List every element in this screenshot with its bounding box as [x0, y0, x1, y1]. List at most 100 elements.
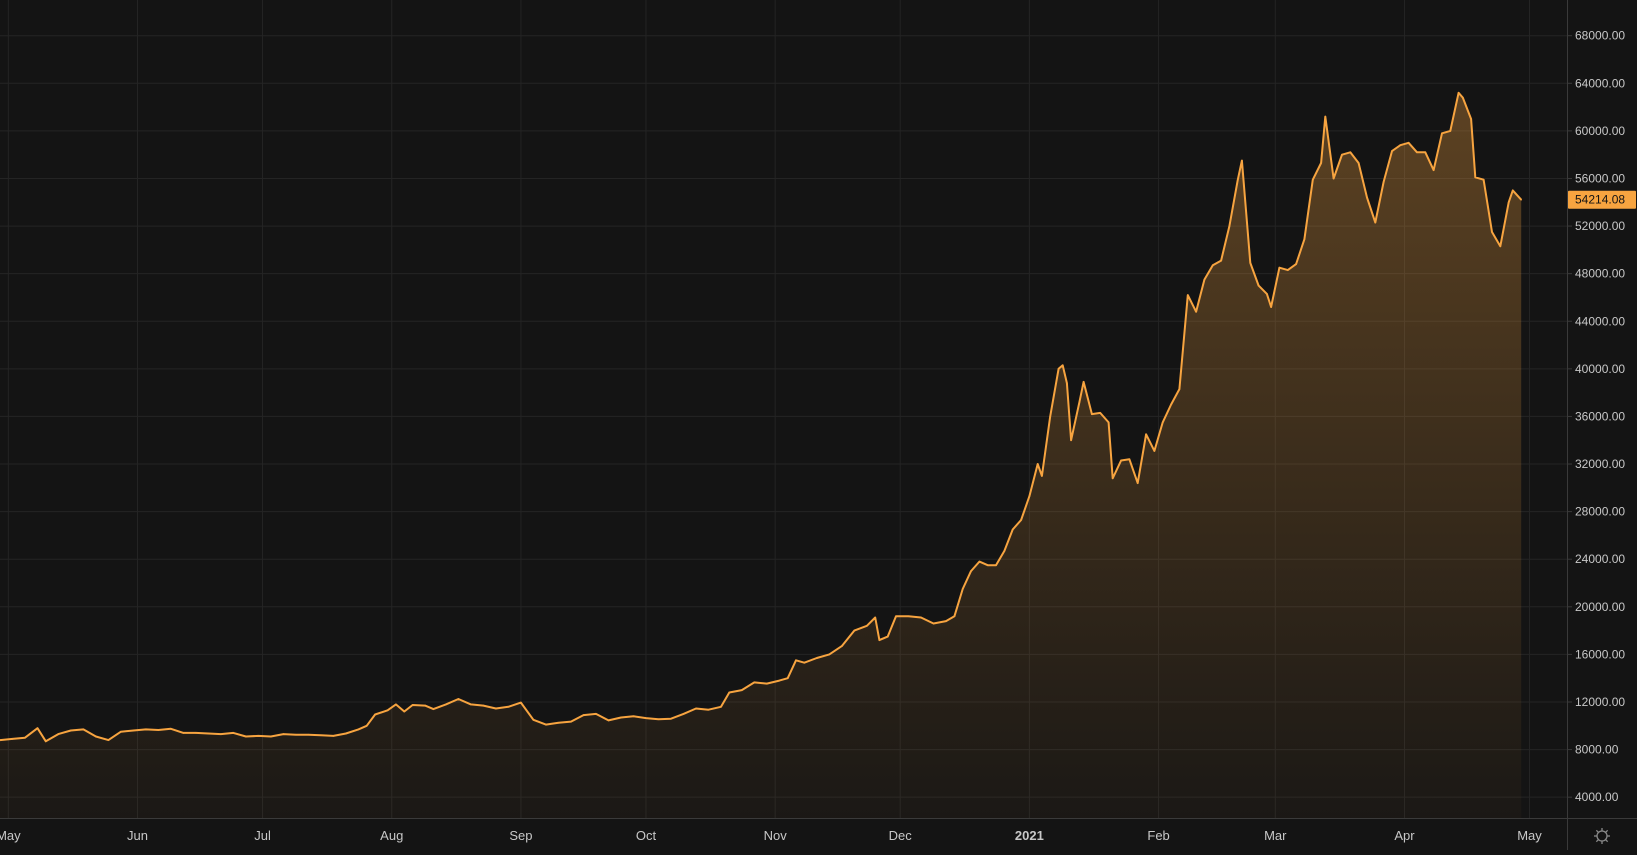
- series-point: [1270, 306, 1272, 308]
- series-point: [495, 707, 497, 710]
- series-point: [1082, 381, 1085, 383]
- series-point: [57, 733, 60, 735]
- series-point: [320, 734, 322, 737]
- series-point: [424, 704, 426, 707]
- series-point: [95, 735, 97, 738]
- series-point: [1520, 198, 1522, 201]
- series-point: [1011, 528, 1014, 531]
- series-point: [1203, 278, 1206, 281]
- series-point: [1120, 459, 1122, 462]
- y-tick-label: 36000.00: [1575, 409, 1625, 423]
- series-point: [332, 735, 335, 737]
- x-tick-label: May: [0, 828, 21, 843]
- series-point: [1266, 293, 1268, 295]
- series-point: [1441, 132, 1443, 135]
- series-point: [1374, 221, 1377, 224]
- y-axis-ticks[interactable]: 4000.00 8000.00 12000.00 16000.00 20000.00 24…: [1567, 29, 1625, 804]
- series-point: [1449, 130, 1452, 132]
- x-axis-ticks[interactable]: May Jun Jul Aug Sep Oct Nov Dec 2021 Feb Mar Apr May: [0, 828, 1542, 843]
- series-point: [1228, 225, 1231, 227]
- x-tick-label: Jun: [127, 828, 148, 843]
- y-tick-label: 56000.00: [1575, 171, 1625, 185]
- series-point: [795, 659, 797, 662]
- series-point: [816, 657, 818, 659]
- series-point: [282, 733, 285, 735]
- gear-icon[interactable]: [1594, 828, 1610, 844]
- series-point: [403, 710, 406, 713]
- series-point: [1407, 142, 1410, 144]
- y-tick-label: 64000.00: [1575, 76, 1625, 90]
- x-tick-label: 2021: [1015, 828, 1044, 843]
- series-point: [532, 719, 535, 721]
- series-point: [1145, 433, 1147, 436]
- series-point: [470, 703, 472, 706]
- settings-button[interactable]: [1594, 828, 1610, 844]
- y-tick-label: 28000.00: [1575, 505, 1625, 519]
- series-point: [728, 691, 731, 694]
- series-point: [1220, 259, 1222, 262]
- series-point: [753, 681, 756, 684]
- series-point: [953, 615, 956, 618]
- series-point: [374, 713, 376, 716]
- series-point: [1237, 178, 1239, 181]
- series-point: [920, 616, 922, 619]
- series-point: [1332, 177, 1335, 180]
- series-point: [195, 732, 197, 734]
- series-point: [345, 732, 347, 735]
- series-point: [632, 715, 635, 718]
- series-point: [841, 645, 843, 647]
- series-point: [1020, 519, 1022, 521]
- series-point: [482, 704, 485, 707]
- series-point: [1036, 463, 1039, 465]
- series-point: [245, 735, 247, 738]
- y-tick-label: 16000.00: [1575, 647, 1625, 661]
- x-tick-label: Dec: [889, 828, 913, 843]
- series-point: [1416, 151, 1418, 154]
- series-point: [1178, 388, 1181, 390]
- series-point: [1507, 201, 1510, 204]
- series-point: [1241, 159, 1243, 162]
- y-tick-label: 24000.00: [1575, 552, 1625, 566]
- series-point: [645, 717, 647, 719]
- gear-icon-tooth: [1595, 829, 1599, 833]
- series-point: [357, 728, 360, 731]
- series-point: [595, 713, 597, 715]
- series-point: [107, 739, 110, 741]
- y-tick-label: 44000.00: [1575, 314, 1625, 328]
- series-point: [657, 718, 660, 720]
- y-tick-label: 20000.00: [1575, 600, 1625, 614]
- series-point: [295, 733, 297, 736]
- series-point: [995, 564, 997, 566]
- series-point: [945, 620, 947, 622]
- series-point: [386, 709, 389, 712]
- series-point: [778, 679, 781, 682]
- series-point: [986, 564, 989, 566]
- series-point: [1111, 477, 1114, 480]
- series-point: [120, 730, 122, 733]
- y-tick-label: 68000.00: [1575, 29, 1625, 43]
- y-tick-label: 48000.00: [1575, 267, 1625, 281]
- series-point: [220, 733, 222, 735]
- series-point: [1349, 151, 1352, 154]
- series-point: [1432, 169, 1435, 171]
- series-point: [207, 732, 210, 735]
- series-point: [741, 689, 743, 691]
- gear-icon-tooth: [1595, 839, 1599, 843]
- series-point: [1107, 421, 1110, 424]
- series-point: [1512, 189, 1514, 192]
- series-point: [828, 653, 831, 656]
- x-tick-label: Jul: [254, 828, 271, 843]
- series-point: [507, 706, 510, 708]
- x-tick-label: Aug: [380, 828, 403, 843]
- series-point: [607, 719, 610, 722]
- series-point: [24, 736, 26, 739]
- gear-icon-tooth: [1605, 839, 1609, 843]
- series-point: [1366, 196, 1368, 199]
- series-point: [557, 722, 560, 724]
- series-point: [157, 729, 160, 731]
- series-point: [1195, 310, 1197, 313]
- series-point: [978, 560, 981, 563]
